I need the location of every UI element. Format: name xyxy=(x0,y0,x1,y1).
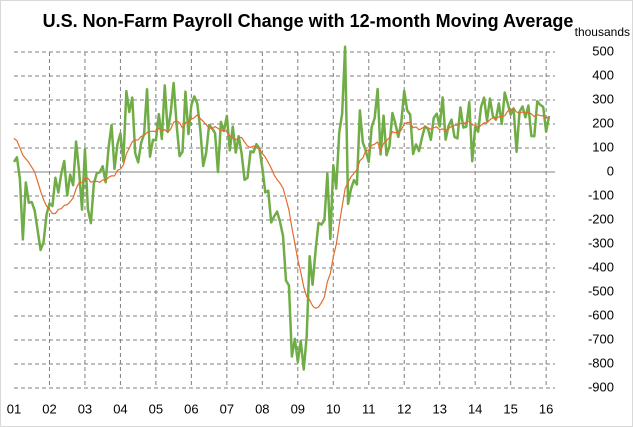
x-tick-label: 07 xyxy=(220,401,234,416)
x-tick-label: 05 xyxy=(149,401,163,416)
x-tick-label: 16 xyxy=(539,401,553,416)
x-tick-label: 10 xyxy=(326,401,340,416)
x-tick-label: 03 xyxy=(78,401,92,416)
y-tick-label: 400 xyxy=(592,67,614,82)
chart-title: U.S. Non-Farm Payroll Change with 12-mon… xyxy=(43,11,574,31)
x-tick-label: 15 xyxy=(503,401,517,416)
x-tick-label: 12 xyxy=(397,401,411,416)
y-tick-label: -400 xyxy=(588,259,614,274)
y-tick-label: 0 xyxy=(607,163,614,178)
y-axis-label: thousands xyxy=(575,25,630,39)
y-tick-label: -900 xyxy=(588,379,614,394)
y-tick-label: 200 xyxy=(592,115,614,130)
y-tick-label: 500 xyxy=(592,43,614,58)
y-tick-label: -200 xyxy=(588,211,614,226)
y-tick-label: -100 xyxy=(588,187,614,202)
x-tick-label: 08 xyxy=(255,401,269,416)
x-tick-label: 01 xyxy=(7,401,21,416)
x-tick-label: 04 xyxy=(113,401,127,416)
y-tick-label: -700 xyxy=(588,331,614,346)
x-tick-label: 13 xyxy=(432,401,446,416)
y-tick-label: -600 xyxy=(588,307,614,322)
series-line xyxy=(13,107,550,309)
x-tick-label: 09 xyxy=(291,401,305,416)
x-tick-label: 06 xyxy=(184,401,198,416)
y-tick-label: -300 xyxy=(588,235,614,250)
series-line xyxy=(12,45,551,371)
y-tick-label: -800 xyxy=(588,355,614,370)
y-tick-label: 300 xyxy=(592,91,614,106)
x-tick-label: 02 xyxy=(42,401,56,416)
y-tick-label: 100 xyxy=(592,139,614,154)
x-tick-label: 14 xyxy=(468,401,482,416)
y-tick-label: -500 xyxy=(588,283,614,298)
x-tick-label: 11 xyxy=(362,401,376,416)
